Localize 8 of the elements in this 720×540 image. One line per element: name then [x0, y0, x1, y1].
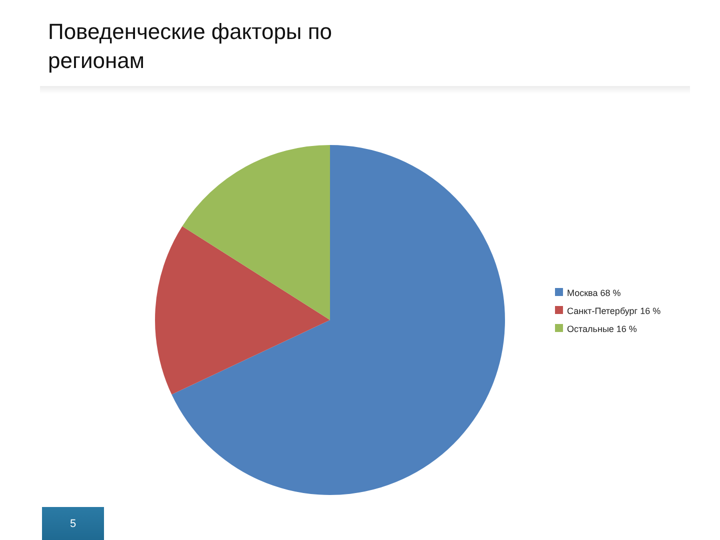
- pie-slice: [155, 226, 330, 395]
- legend-label: Москва 68 %: [567, 288, 621, 298]
- pie-slice: [172, 145, 505, 495]
- pie-slice: [182, 145, 330, 320]
- chart-title: Поведенческие факторы по регионам: [48, 19, 332, 73]
- legend-label: Остальные 16 %: [567, 324, 637, 334]
- page-number-tab: 5: [42, 507, 104, 540]
- legend-label: Санкт-Петербург 16 %: [567, 306, 661, 316]
